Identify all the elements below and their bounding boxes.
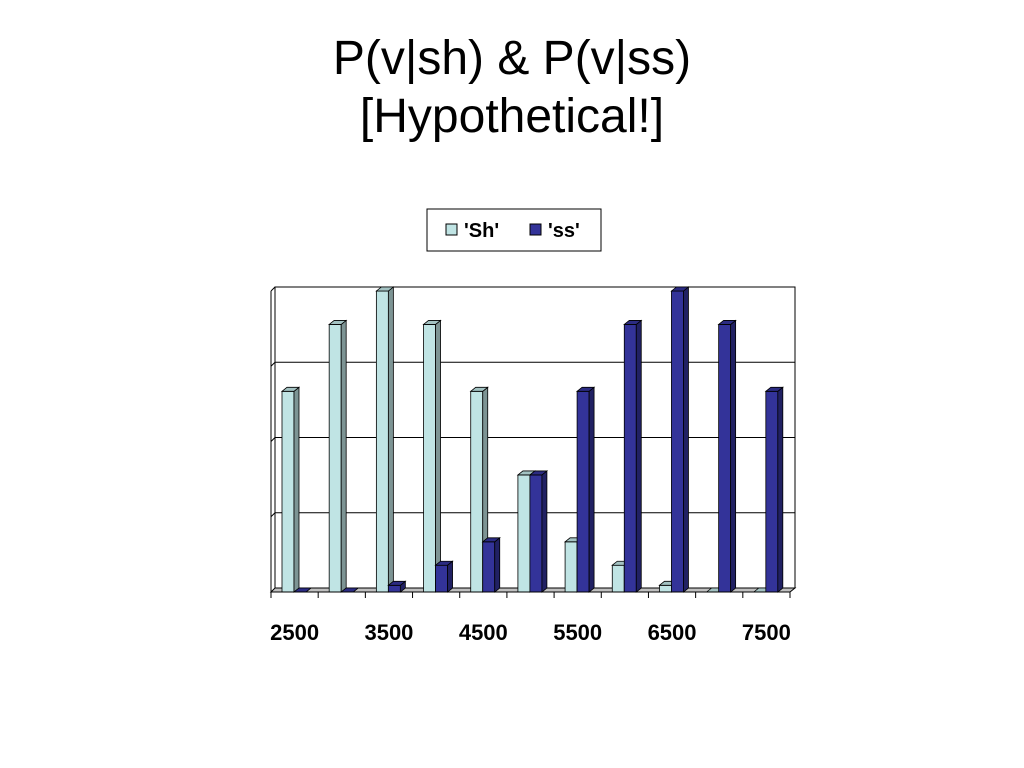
- bar-front: [564, 541, 578, 593]
- bar-top: [328, 320, 348, 325]
- bar-front: [328, 324, 342, 593]
- bar-top: [575, 386, 596, 392]
- bar-front: [718, 324, 732, 593]
- x-axis: 2500 3500 4500 5500 6500 7500: [270, 591, 791, 645]
- bar-side: [730, 319, 737, 593]
- legend-swatch: [529, 223, 542, 236]
- x-tick-label: 7500: [742, 620, 791, 645]
- bar-front: [435, 564, 448, 593]
- bar-side: [387, 286, 394, 593]
- bar: [434, 560, 454, 593]
- bar-top: [481, 537, 501, 543]
- bar-front: [529, 474, 543, 593]
- chart-bars: [280, 286, 784, 593]
- bar: [375, 286, 395, 593]
- bar-front: [611, 564, 625, 593]
- bar-side: [293, 386, 300, 593]
- bar: [717, 319, 737, 593]
- gridline-side: [270, 437, 276, 442]
- gridline-side: [270, 512, 276, 518]
- chart-legend: 'Sh' 'ss': [426, 208, 602, 252]
- bar-front: [659, 584, 672, 593]
- side-wall-edge: [270, 286, 276, 292]
- bar-side: [777, 386, 784, 593]
- bar-side: [447, 560, 453, 593]
- bar-top: [375, 286, 395, 292]
- bar: [481, 537, 501, 593]
- title-line-2: [Hypothetical!]: [359, 90, 665, 143]
- title-line-1: P(v|sh) & P(v|ss): [332, 32, 692, 85]
- bar-top: [434, 560, 454, 566]
- bar-top: [422, 320, 442, 325]
- x-tick-label: 6500: [648, 620, 697, 645]
- bar: [575, 386, 596, 593]
- x-tick-label: 4500: [459, 620, 508, 645]
- bar-top: [280, 386, 301, 392]
- bar-front: [765, 390, 779, 593]
- bar-side: [340, 319, 347, 593]
- bar-side: [435, 319, 441, 593]
- bar-front: [623, 324, 637, 593]
- bar-side: [494, 537, 501, 593]
- bar-top: [670, 286, 690, 292]
- gridline-side: [270, 361, 276, 367]
- bar-front: [387, 584, 401, 593]
- bar-side: [635, 319, 642, 593]
- bar: [764, 386, 784, 593]
- bar-side: [683, 286, 689, 593]
- bar: [670, 286, 690, 593]
- x-tick-label: 5500: [553, 620, 602, 645]
- bar-front: [576, 390, 590, 593]
- bar-side: [541, 470, 548, 593]
- bar: [623, 319, 643, 593]
- legend-label: 'Sh': [464, 220, 499, 242]
- bar-front: [281, 390, 295, 593]
- slide-title: P(v|sh) & P(v|ss) [Hypothetical!]: [0, 30, 1024, 146]
- bar-top: [623, 320, 643, 325]
- bar-top: [764, 386, 784, 392]
- x-tick-label: 3500: [364, 620, 413, 645]
- bar: [528, 470, 549, 593]
- bar: [280, 386, 301, 593]
- bar-front: [671, 290, 684, 593]
- bar-front: [423, 324, 436, 593]
- bar-front: [375, 290, 389, 593]
- bar-front: [470, 390, 484, 593]
- bar-top: [469, 386, 489, 392]
- bar-side: [588, 386, 595, 593]
- bar-front: [517, 474, 531, 593]
- bar-front: [482, 541, 496, 593]
- bar-top: [387, 580, 407, 586]
- bar-top: [717, 320, 737, 325]
- bar-top: [528, 470, 549, 476]
- legend-label: 'ss': [548, 220, 580, 242]
- bar: [292, 587, 313, 593]
- x-tick-label: 2500: [270, 620, 319, 645]
- bar: [422, 319, 442, 593]
- bar: [387, 580, 407, 593]
- bar: [328, 319, 348, 593]
- legend-swatch: [445, 223, 458, 236]
